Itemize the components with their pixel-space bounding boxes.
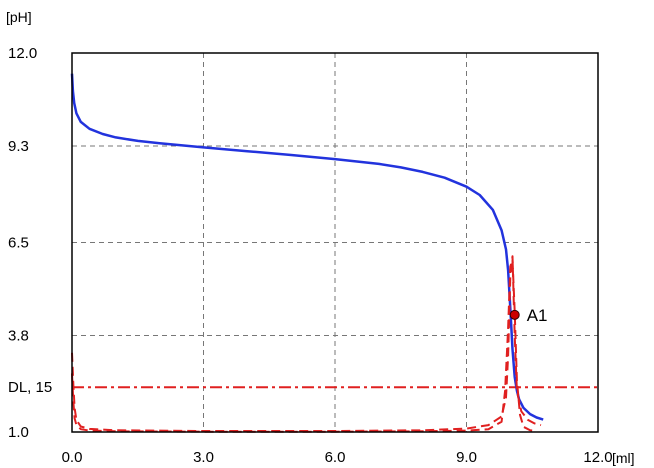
x-tick-label: 0.0	[62, 449, 83, 466]
y-tick-label: 1.0	[8, 424, 29, 441]
y-tick-label: 12.0	[8, 45, 37, 62]
y-tick-label: 3.8	[8, 328, 29, 345]
x-axis-label: [ml]	[612, 450, 635, 466]
threshold-label: DL, 15	[8, 379, 52, 396]
x-tick-label: 9.0	[456, 449, 477, 466]
y-tick-label: 9.3	[8, 138, 29, 155]
endpoint-marker	[510, 310, 519, 319]
y-axis-label: [pH]	[6, 9, 32, 25]
x-tick-label: 12.0	[583, 449, 612, 466]
x-tick-label: 6.0	[325, 449, 346, 466]
y-tick-label: 6.5	[8, 235, 29, 252]
x-tick-label: 3.0	[193, 449, 214, 466]
endpoint-label: A1	[527, 306, 548, 325]
